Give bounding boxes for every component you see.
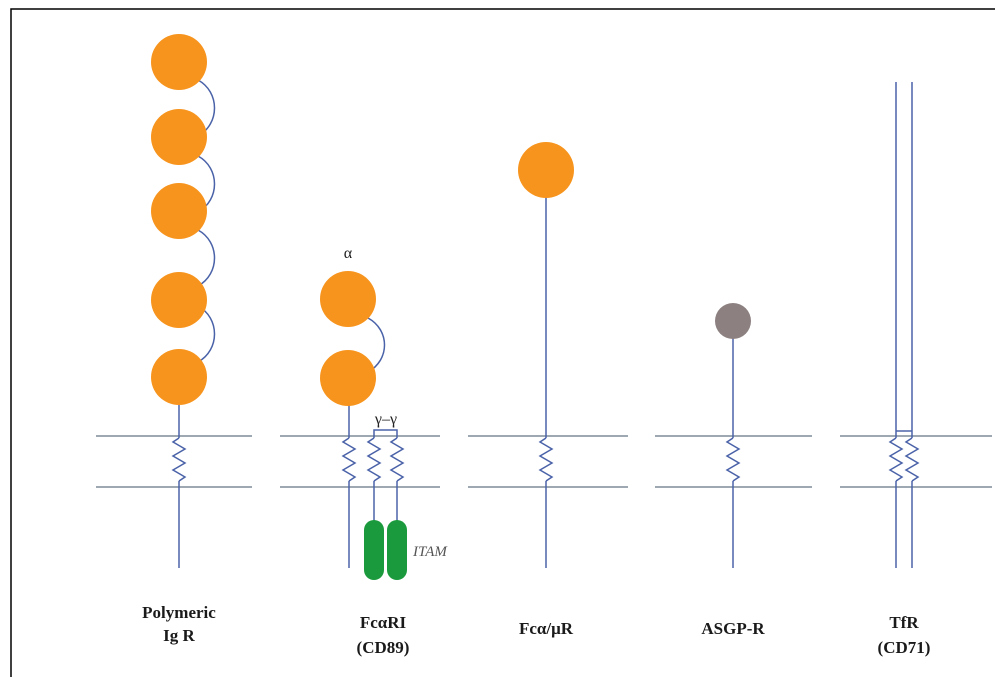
receptor-name: (CD71) <box>878 638 931 657</box>
receptor-name: ASGP-R <box>701 619 765 638</box>
ig-domain <box>320 350 376 406</box>
transmembrane-coil <box>725 437 741 482</box>
fc-alpha-ri-receptor: α γ–γ ITAM <box>320 245 448 580</box>
receptor-name: Polymeric <box>142 603 216 622</box>
receptor-name: (CD89) <box>357 638 410 657</box>
itam-motif <box>387 520 407 580</box>
ig-domain <box>151 349 207 405</box>
transmembrane-coil <box>171 437 187 482</box>
receptor-labels: Polymeric Ig R FcαRI (CD89) Fcα/μR ASGP-… <box>142 603 930 657</box>
transferrin-receptor <box>888 82 920 568</box>
transmembrane-coil <box>538 437 554 482</box>
gamma-gamma-label: γ–γ <box>374 411 397 428</box>
receptor-name: FcαRI <box>360 613 407 632</box>
receptor-name: TfR <box>889 613 919 632</box>
ig-domain <box>151 34 207 90</box>
fc-alpha-mu-receptor <box>518 142 574 568</box>
ig-domain <box>320 271 376 327</box>
membrane-bilayer <box>96 435 992 488</box>
gamma-bracket <box>373 429 398 438</box>
receptor-name: Fcα/μR <box>519 619 574 638</box>
transmembrane-coil <box>904 437 920 482</box>
gamma-transmembrane-coil <box>389 437 405 482</box>
alpha-label: α <box>344 245 353 262</box>
ig-domain <box>151 272 207 328</box>
transmembrane-coil <box>888 437 904 482</box>
ig-domain <box>151 109 207 165</box>
gamma-transmembrane-coil <box>366 437 382 482</box>
itam-motif <box>364 520 384 580</box>
figure-frame <box>10 8 995 677</box>
alpha-transmembrane-coil <box>341 437 357 482</box>
ig-domain <box>151 183 207 239</box>
lectin-domain <box>715 303 751 339</box>
itam-label: ITAM <box>412 544 448 560</box>
asgp-receptor <box>715 303 751 568</box>
receptor-name: Ig R <box>163 626 195 645</box>
polymeric-ig-receptor <box>151 34 216 568</box>
ig-domain <box>518 142 574 198</box>
